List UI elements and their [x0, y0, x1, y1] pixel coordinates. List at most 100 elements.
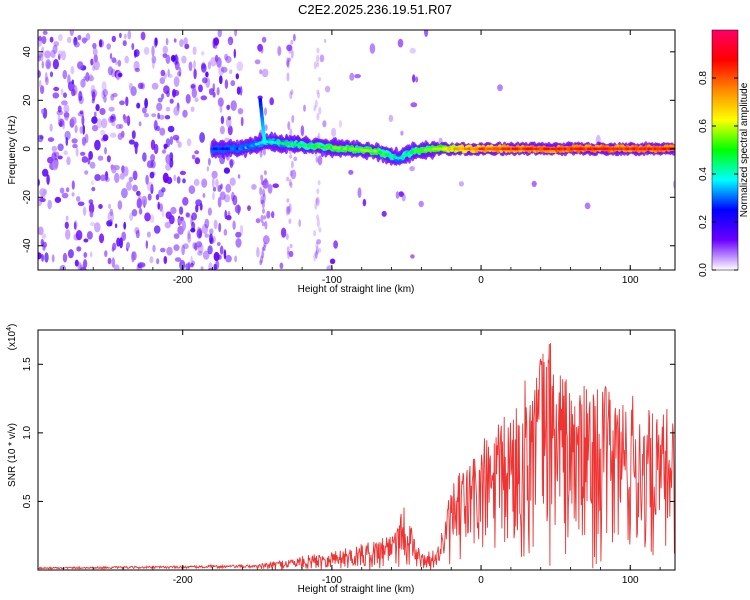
- x-tick-label: -200: [173, 275, 193, 286]
- spectrogram-noise-blob: [89, 73, 94, 82]
- y-tick-label: -20: [22, 190, 33, 205]
- spectrogram-streak-blob: [315, 242, 319, 250]
- spectrogram-noise-blob: [64, 110, 69, 121]
- spectrogram-streak-blob: [313, 61, 317, 70]
- spectrogram-streak-blob: [318, 77, 322, 82]
- spectrogram-noise-blob: [121, 231, 127, 241]
- spectrogram-noise-blob: [172, 134, 180, 141]
- spectrogram-noise-blob: [191, 221, 196, 231]
- spectrogram-noise-blob: [267, 184, 273, 194]
- spectrogram-streak-blob: [262, 149, 266, 156]
- spectrogram-noise-blob: [188, 185, 196, 195]
- spectrogram-noise-blob: [223, 194, 231, 203]
- spectrogram-noise-blob: [170, 206, 177, 215]
- spectrogram-noise-blob: [348, 169, 354, 175]
- x-tick-label: -100: [322, 275, 342, 286]
- spectrogram-noise-blob: [110, 113, 116, 120]
- spectrogram-noise-blob: [220, 115, 225, 125]
- spectrogram-noise-blob: [95, 104, 100, 112]
- spectrogram-streak-blob: [259, 186, 263, 196]
- spectrogram-noise-blob: [225, 254, 232, 263]
- spectrogram-noise-blob: [224, 79, 229, 89]
- spectrogram-noise-blob: [177, 141, 182, 148]
- spectrogram-noise-blob: [181, 55, 187, 64]
- spectrogram-noise-blob: [124, 33, 127, 40]
- spectrogram-noise-blob: [131, 209, 138, 217]
- spectrogram-noise-blob: [236, 86, 241, 95]
- spectrogram-noise-blob: [227, 116, 232, 121]
- spectrogram-noise-blob: [247, 205, 251, 211]
- spectrogram-noise-blob: [225, 55, 232, 64]
- snr-exponent-power: 4: [6, 327, 13, 331]
- colorbar: 0.0 0.2 0.4 0.6 0.8 Normalized spectral ampl…: [698, 29, 750, 277]
- spectrogram-noise-blob: [89, 161, 96, 169]
- spectrogram-noise-blob: [77, 61, 84, 70]
- spectrogram-noise-blob: [192, 242, 196, 249]
- spectrogram-noise-blob: [106, 43, 111, 50]
- spectrogram-noise-blob: [323, 38, 327, 43]
- spectrogram-noise-blob: [144, 98, 149, 109]
- spectrogram-noise-blob: [229, 69, 233, 74]
- spectrogram-noise-blob: [67, 74, 71, 85]
- spectrogram-noise-blob: [132, 184, 138, 192]
- spectrogram-noise-blob: [80, 151, 86, 156]
- spectrogram-noise-blob: [179, 170, 186, 176]
- spectrogram-noise: [38, 30, 675, 270]
- spectrogram-noise-blob: [111, 35, 117, 43]
- spectrogram-noise-blob: [83, 238, 89, 243]
- spectrogram-noise-blob: [79, 264, 86, 270]
- spectrogram-noise-blob: [173, 244, 180, 252]
- spectrogram-noise-blob: [39, 79, 42, 88]
- spectrogram-noise-blob: [80, 78, 86, 88]
- spectrogram-noise-blob: [108, 203, 112, 210]
- spectrogram-noise-blob: [145, 174, 149, 185]
- spectrogram-noise-blob: [115, 123, 122, 130]
- spectrogram-noise-blob: [114, 223, 118, 229]
- spectrogram-noise-blob: [58, 50, 63, 57]
- spectrogram-noise-blob: [150, 154, 156, 162]
- spectrogram-noise-blob: [288, 250, 294, 258]
- spectrogram-noise-blob: [229, 177, 236, 186]
- spectrogram-noise-blob: [217, 97, 224, 107]
- spectrogram-noise-blob: [65, 215, 69, 221]
- spectrogram-noise-blob: [183, 243, 189, 250]
- spectrogram-noise-blob: [201, 223, 209, 235]
- spectrogram-streak-blob: [316, 214, 319, 220]
- spectrogram-noise-blob: [181, 244, 186, 256]
- spectrogram-noise-blob: [233, 48, 236, 59]
- spectrogram-noise-blob: [126, 241, 131, 249]
- spectrogram-noise-blob: [338, 120, 342, 128]
- spectrogram-noise-blob: [182, 178, 186, 184]
- spectrogram-noise-blob: [64, 221, 69, 229]
- spectrogram-noise-blob: [81, 156, 89, 163]
- spectrogram-noise-blob: [217, 30, 222, 38]
- spectrogram-streak-blob: [318, 106, 322, 115]
- spectrogram-noise-blob: [256, 247, 260, 258]
- spectrogram-noise-blob: [298, 219, 302, 228]
- spectrogram-noise-blob: [99, 108, 106, 115]
- spectrogram-noise-blob: [113, 264, 120, 270]
- spectrogram-noise-blob: [122, 40, 127, 47]
- spectrogram-noise-blob: [398, 191, 404, 198]
- spectrogram-noise-blob: [111, 247, 115, 252]
- spectrogram-noise-blob: [225, 215, 232, 221]
- spectrogram-noise-blob: [193, 60, 196, 70]
- spectrogram-noise-blob: [153, 143, 159, 155]
- spectrogram-noise-blob: [135, 229, 140, 239]
- spectrogram-noise-blob: [65, 187, 70, 193]
- spectrogram-noise-blob: [124, 55, 129, 64]
- spectrogram-noise-blob: [187, 232, 192, 243]
- spectrogram-noise-blob: [73, 221, 77, 230]
- spectrogram-noise-blob: [67, 249, 74, 259]
- spectrogram-noise-blob: [192, 46, 197, 55]
- spectrogram-noise-blob: [131, 251, 135, 263]
- spectrogram-noise-blob: [72, 143, 78, 149]
- spectrogram-noise-blob: [149, 171, 155, 179]
- spectrogram-noise-blob: [107, 257, 112, 265]
- spectrogram-noise-blob: [207, 61, 211, 70]
- spectrogram-noise-blob: [165, 106, 171, 112]
- spectrogram-noise-blob: [362, 198, 367, 207]
- spectrogram-noise-blob: [164, 115, 171, 120]
